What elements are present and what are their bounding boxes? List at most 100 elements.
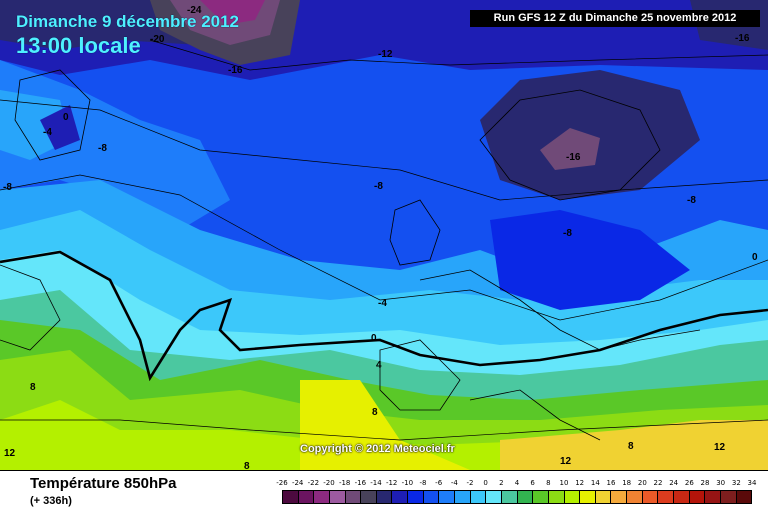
legend-tick: -22 xyxy=(307,479,320,487)
legend-tick: -12 xyxy=(385,479,398,487)
legend-tick: -18 xyxy=(338,479,351,487)
legend-tick: 2 xyxy=(499,479,504,487)
legend-tick: 24 xyxy=(669,479,679,487)
legend-tick: 22 xyxy=(653,479,663,487)
isotherm-label: 0 xyxy=(63,112,69,123)
isotherm-label: 0 xyxy=(752,252,758,263)
greenland-patch xyxy=(40,105,80,150)
isotherm-label: -16 xyxy=(566,152,581,163)
legend-swatch xyxy=(329,491,346,503)
legend-tick: 34 xyxy=(747,479,757,487)
isotherm-label: -8 xyxy=(3,182,12,193)
legend-swatch xyxy=(642,491,659,503)
isotherm-label: -8 xyxy=(98,143,107,154)
legend-swatch xyxy=(361,491,377,503)
field-plus12-south xyxy=(500,420,768,470)
isotherm-label: -16 xyxy=(735,33,750,44)
parameter-title: Température 850hPa xyxy=(30,475,177,492)
legend-tick: 0 xyxy=(483,479,488,487)
isotherm-label: -8 xyxy=(563,228,572,239)
legend-swatch xyxy=(408,491,424,503)
legend-tick: -26 xyxy=(276,479,288,487)
isotherm-label: 12 xyxy=(714,442,726,453)
legend-swatch xyxy=(501,491,518,503)
legend-swatch xyxy=(314,491,330,503)
legend-swatch xyxy=(455,491,471,503)
isotherm-label: 8 xyxy=(30,382,36,393)
field-minus10-europe xyxy=(490,210,690,310)
legend-tick: 18 xyxy=(622,479,632,487)
legend-tick-labels: -26 -24 -22 -20 -18 -16 -14 -12 -10 -8 -6 -4 -2 0 2 4 6 8… xyxy=(276,479,756,489)
legend-tick: 4 xyxy=(514,479,520,487)
forecast-time: 13:00 locale xyxy=(16,33,141,58)
legend-tick: 14 xyxy=(590,479,600,487)
isotherm-label: 8 xyxy=(628,441,634,452)
legend-swatch xyxy=(470,491,487,503)
isotherm-label: 8 xyxy=(372,407,378,418)
legend-swatch xyxy=(658,491,675,503)
legend-swatch xyxy=(423,491,440,503)
isotherm-lines xyxy=(0,39,768,441)
legend-tick: -16 xyxy=(354,479,367,487)
legend-swatch xyxy=(283,491,299,503)
isotherm-label: -24 xyxy=(187,5,202,16)
model-run-banner: Run GFS 12 Z du Dimanche 25 novembre 201… xyxy=(470,10,760,27)
legend-tick: -2 xyxy=(466,479,474,487)
isotherm-label: 12 xyxy=(4,448,16,459)
forecast-date: Dimanche 9 décembre 2012 xyxy=(16,12,240,31)
legend-swatch xyxy=(548,491,565,503)
legend-tick: 6 xyxy=(530,479,535,487)
legend-tick: -14 xyxy=(370,479,382,487)
field-minus16-scandinavia xyxy=(540,128,600,170)
zero-isotherm xyxy=(0,250,768,382)
legend-tick: 16 xyxy=(606,479,616,487)
copyright-notice: Copyright © 2012 Meteociel.fr xyxy=(300,443,455,455)
isotherm-label: -4 xyxy=(378,298,387,309)
legend-swatch xyxy=(345,491,362,503)
legend-swatch xyxy=(533,491,549,503)
legend-tick: -24 xyxy=(291,479,304,487)
isotherm-label: 8 xyxy=(244,461,250,470)
coastlines xyxy=(0,69,701,441)
legend-tick: -8 xyxy=(419,479,427,487)
isotherm-label: -16 xyxy=(228,65,243,76)
isotherm-label: -12 xyxy=(378,49,393,60)
isotherm-label: -8 xyxy=(687,195,696,206)
legend-tick: 26 xyxy=(684,479,694,487)
map-canvas xyxy=(0,0,768,470)
legend-swatch xyxy=(705,491,721,503)
legend-tick: -6 xyxy=(435,479,443,487)
isotherm-label: -8 xyxy=(374,181,383,192)
legend-tick: -10 xyxy=(401,479,414,487)
field-minus24 xyxy=(200,0,265,25)
legend-tick: 12 xyxy=(575,479,585,487)
lead-time: (+ 336h) xyxy=(30,495,72,507)
legend-swatch xyxy=(720,491,737,503)
legend-tick: 32 xyxy=(731,479,741,487)
legend-swatch xyxy=(392,491,409,503)
legend-swatch xyxy=(674,491,690,503)
legend-swatch xyxy=(486,491,502,503)
legend-swatch xyxy=(611,491,628,503)
temperature-map: Dimanche 9 décembre 2012 13:00 locale Ru… xyxy=(0,0,768,470)
color-legend xyxy=(282,490,752,504)
legend-swatch xyxy=(564,491,581,503)
legend-tick: 20 xyxy=(637,479,647,487)
isotherm-label: 12 xyxy=(560,456,572,467)
legend-swatch xyxy=(580,491,596,503)
legend-tick: 28 xyxy=(700,479,710,487)
isotherm-label: 4 xyxy=(376,360,382,371)
legend-swatch xyxy=(627,491,643,503)
legend-tick: -4 xyxy=(450,479,458,487)
legend-swatch xyxy=(595,491,612,503)
legend-swatch xyxy=(517,491,534,503)
legend-tick: 8 xyxy=(546,479,551,487)
legend-swatch xyxy=(439,491,456,503)
legend-swatch xyxy=(376,491,393,503)
field-plus12-west xyxy=(300,380,470,470)
legend-tick: 30 xyxy=(716,479,726,487)
legend-swatch xyxy=(689,491,706,503)
isotherm-label: -4 xyxy=(43,127,52,138)
legend-tick: 10 xyxy=(559,479,569,487)
legend-tick: -20 xyxy=(323,479,335,487)
